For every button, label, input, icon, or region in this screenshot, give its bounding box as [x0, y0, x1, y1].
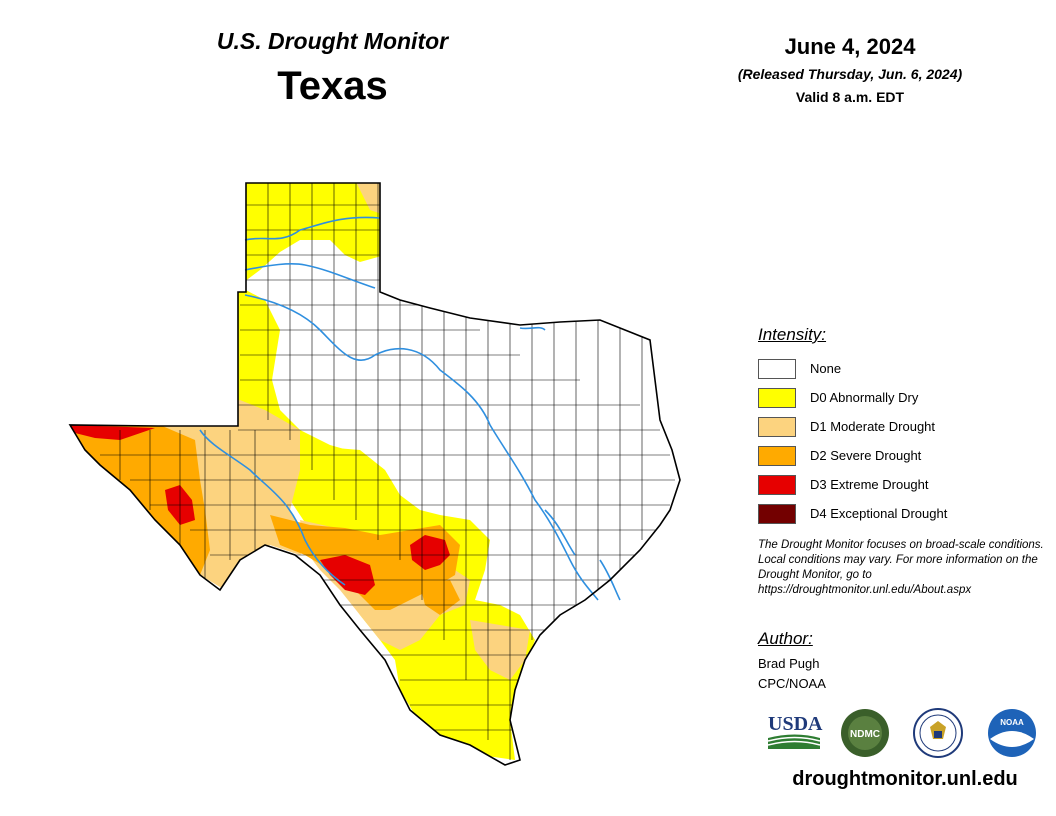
legend-swatch — [758, 504, 796, 524]
ndmc-logo-text: NDMC — [850, 729, 880, 740]
legend: Intensity: None D0 Abnormally Dry D1 Mod… — [758, 325, 1048, 533]
author-name: Brad Pugh — [758, 656, 820, 671]
legend-label: D4 Exceptional Drought — [810, 506, 948, 521]
release-date: (Released Thursday, Jun. 6, 2024) — [737, 66, 963, 82]
rivers — [199, 216, 621, 601]
usda-logo: USDA — [767, 713, 823, 749]
legend-item-d4: D4 Exceptional Drought — [758, 504, 1048, 533]
legend-swatch — [758, 388, 796, 408]
legend-swatch — [758, 475, 796, 495]
d1-coastal-bend — [470, 620, 530, 680]
texas-drought-map — [68, 182, 681, 766]
legend-item-none: None — [758, 359, 1048, 388]
legend-item-d3: D3 Extreme Drought — [758, 475, 1048, 504]
legend-item-d1: D1 Moderate Drought — [758, 417, 1048, 446]
legend-item-d0: D0 Abnormally Dry — [758, 388, 1048, 417]
legend-swatch — [758, 417, 796, 437]
legend-label: D2 Severe Drought — [810, 448, 922, 463]
valid-time: Valid 8 a.m. EDT — [795, 89, 905, 105]
product-title: U.S. Drought Monitor — [216, 28, 449, 54]
legend-label: D1 Moderate Drought — [810, 419, 936, 434]
author-org: CPC/NOAA — [758, 676, 826, 691]
usda-logo-text: USDA — [768, 713, 823, 735]
d3-del-rio — [320, 555, 375, 595]
noaa-logo: NOAA — [988, 709, 1036, 757]
legend-swatch — [758, 446, 796, 466]
legend-items: None D0 Abnormally Dry D1 Moderate Droug… — [758, 359, 1048, 533]
d3-hill-country — [410, 535, 450, 570]
d0-panhandle — [240, 183, 385, 285]
website-url[interactable]: droughtmonitor.unl.edu — [792, 768, 1018, 790]
map-date: June 4, 2024 — [784, 34, 916, 59]
author-heading: Author: — [758, 629, 813, 648]
legend-label: D3 Extreme Drought — [810, 477, 929, 492]
legend-swatch — [758, 359, 796, 379]
d1-east-pan — [355, 183, 385, 215]
d2-edwards — [270, 515, 460, 610]
commerce-seal — [913, 708, 963, 758]
texas-outline — [68, 182, 681, 766]
d3-far-west — [70, 425, 155, 440]
region-title: Texas — [277, 64, 388, 108]
partner-logos: USDA NDMC NOAA — [767, 708, 1036, 758]
legend-label: None — [810, 361, 842, 376]
legend-item-d2: D2 Severe Drought — [758, 446, 1048, 475]
d2-south — [420, 580, 460, 615]
legend-label: D0 Abnormally Dry — [810, 390, 919, 405]
disclaimer-text: The Drought Monitor focuses on broad-sca… — [758, 539, 1044, 596]
noaa-logo-text: NOAA — [1000, 718, 1024, 727]
ndmc-logo: NDMC — [841, 709, 889, 757]
legend-title: Intensity: — [758, 325, 827, 344]
